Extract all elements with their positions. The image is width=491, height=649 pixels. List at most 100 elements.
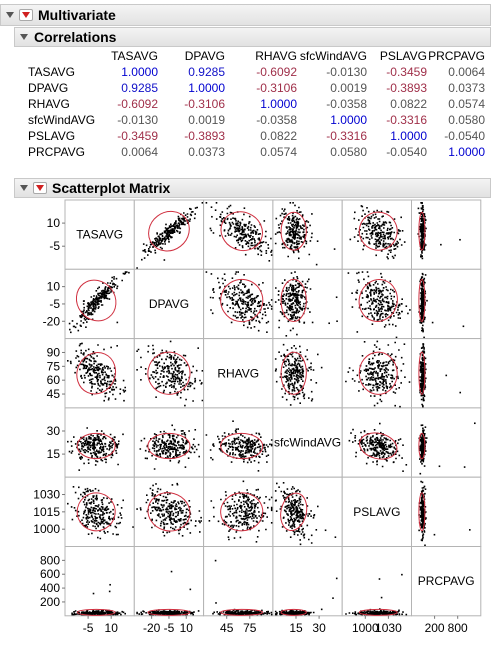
density-ellipse (220, 432, 264, 460)
outlier-point (97, 435, 100, 438)
correlations-header[interactable]: Correlations (14, 27, 491, 47)
outlier-point (459, 238, 461, 241)
matrix-cell (64, 407, 135, 478)
matrix-cell (203, 199, 274, 270)
correlation-cell: -0.0130 (326, 65, 367, 79)
matrix-cell (203, 546, 274, 617)
outlier-point (352, 428, 354, 431)
column-header: PRCPAVG (428, 49, 485, 63)
correlation-cell: -0.3106 (184, 97, 225, 111)
scatter-points (136, 202, 204, 269)
collapse-triangle-icon[interactable] (5, 10, 15, 20)
outlier-point (257, 470, 260, 472)
correlation-cell: 0.0574 (260, 145, 297, 159)
density-ellipse (358, 608, 398, 616)
red-triangle-menu-icon[interactable] (33, 182, 47, 194)
correlation-cell: 1.0000 (188, 81, 225, 95)
outlier-point (334, 536, 337, 538)
correlation-cell: -0.3316 (326, 129, 367, 143)
outlier-point (384, 392, 387, 395)
density-ellipse (76, 432, 116, 460)
outlier-point (379, 394, 382, 397)
correlation-cell: 1.0000 (330, 113, 367, 127)
scatter-points (139, 424, 200, 470)
y-tick-label: 15 (47, 447, 61, 461)
matrix-cell: DPAVG (133, 268, 205, 340)
scatterplot-matrix-title: Scatterplot Matrix (52, 180, 171, 196)
outlier-point (335, 577, 338, 580)
outlier-point (463, 466, 466, 468)
outlier-point (89, 381, 91, 384)
correlation-cell: -0.0540 (386, 145, 427, 159)
matrix-cell (411, 338, 482, 409)
correlation-cell: -0.0540 (444, 129, 485, 143)
correlation-cell: 0.0580 (448, 113, 485, 127)
table-row: DPAVG 0.9285 1.0000 -0.3106 0.0019 -0.3893 0.0… (28, 80, 485, 96)
matrix-cell (133, 338, 205, 409)
outlier-point (155, 609, 158, 612)
outlier-point (211, 215, 213, 218)
correlation-cell: -0.0130 (117, 113, 158, 127)
outlier-point (336, 320, 338, 323)
outlier-point (378, 578, 381, 580)
outlier-point (368, 282, 371, 285)
collapse-triangle-icon[interactable] (19, 32, 29, 42)
outlier-point (402, 470, 404, 472)
density-ellipse (147, 608, 191, 616)
y-tick-label: -20 (43, 314, 61, 328)
matrix-cell (411, 407, 482, 478)
matrix-cell: PSLAVG (341, 476, 413, 548)
matrix-cell: RHAVG (203, 338, 274, 409)
outlier-point (284, 392, 286, 395)
correlation-cell: 0.0019 (330, 81, 367, 95)
y-tick-label: 1030 (33, 488, 60, 502)
cell-frame (203, 476, 274, 548)
y-tick-label: 1015 (33, 505, 60, 519)
correlations-table: TASAVG DPAVG RHAVG sfcWindAVG PSLAVG PRC… (28, 48, 485, 160)
scatter-points (345, 340, 411, 408)
cell-frame (272, 476, 343, 548)
scatter-points (67, 427, 124, 466)
row-label: sfcWindAVG (28, 113, 96, 127)
matrix-cell (272, 268, 343, 340)
density-ellipse (280, 351, 307, 395)
outlier-point (171, 484, 174, 486)
density-ellipse (418, 492, 426, 532)
scatter-points (274, 482, 319, 546)
matrix-cell (64, 546, 135, 617)
y-tick-label: 60 (47, 373, 61, 387)
x-tick-label: -5 (83, 621, 94, 635)
y-tick-label: 90 (47, 345, 61, 359)
outlier-point (311, 398, 314, 400)
scatter-points (348, 422, 408, 468)
outlier-point (144, 457, 147, 460)
x-tick-label: 1000 (352, 621, 379, 635)
multivariate-title: Multivariate (38, 7, 116, 23)
red-triangle-menu-icon[interactable] (19, 9, 33, 21)
matrix-cell (64, 268, 135, 340)
density-ellipse (280, 278, 307, 323)
outlier-point (462, 325, 465, 328)
multivariate-header[interactable]: Multivariate (0, 4, 491, 26)
matrix-cell: PRCPAVG (411, 546, 482, 617)
outlier-point (385, 242, 387, 245)
density-ellipse (220, 278, 264, 323)
density-ellipse (147, 351, 191, 395)
variable-label: PRCPAVG (418, 574, 475, 588)
outlier-point (179, 231, 181, 233)
correlation-cell: -0.3893 (386, 81, 427, 95)
outlier-point (320, 608, 323, 611)
collapse-triangle-icon[interactable] (19, 183, 29, 193)
correlation-cell: -0.3459 (386, 65, 427, 79)
column-header: PSLAVG (379, 49, 427, 63)
outlier-point (474, 422, 476, 425)
correlation-cell: 0.0822 (390, 97, 427, 111)
x-tick-label: 30 (312, 621, 326, 635)
outlier-point (109, 583, 111, 586)
correlation-cell: 1.0000 (121, 65, 158, 79)
outlier-point (142, 243, 145, 245)
correlation-cell: 0.0373 (188, 145, 225, 159)
outlier-point (157, 499, 160, 502)
scatterplot-matrix-header[interactable]: Scatterplot Matrix (14, 178, 491, 198)
